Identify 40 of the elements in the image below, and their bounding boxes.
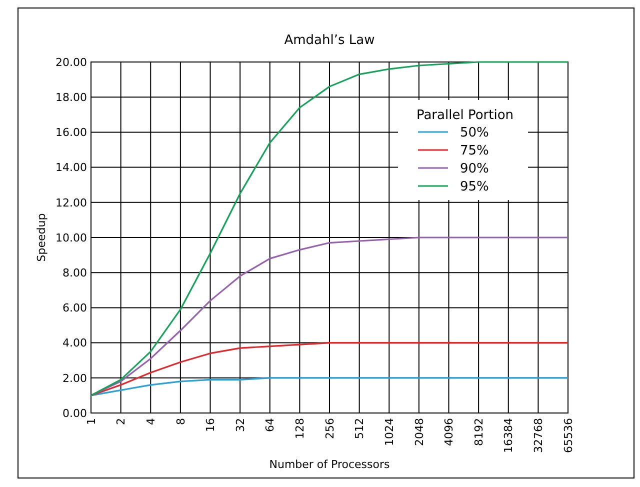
line-series xyxy=(90,377,569,396)
y-axis-title: Speedup xyxy=(35,213,48,262)
y-tick-label: 4.00 xyxy=(62,336,87,350)
x-tick-label: 256 xyxy=(323,418,336,439)
legend-label: 50% xyxy=(460,126,489,141)
x-tick-label: 16 xyxy=(204,418,218,432)
legend-title: Parallel Portion xyxy=(416,108,514,123)
x-tick-label: 1 xyxy=(84,418,98,425)
x-tick-label: 1024 xyxy=(382,418,396,446)
line-series xyxy=(90,342,569,396)
x-tick-label: 64 xyxy=(264,418,277,432)
x-tick-label: 4 xyxy=(144,418,158,425)
line-series xyxy=(90,236,569,396)
y-tick-label: 10.00 xyxy=(56,231,87,244)
x-tick-label: 8 xyxy=(174,418,188,425)
y-tick-label: 6.00 xyxy=(62,302,87,315)
y-tick-label: 8.00 xyxy=(62,266,87,280)
x-tick-label: 4096 xyxy=(442,418,456,446)
line-series xyxy=(90,61,569,396)
chart-title: Amdahl’s Law xyxy=(284,33,376,48)
x-tick-label: 8192 xyxy=(472,418,486,446)
y-tick-label: 18.00 xyxy=(56,90,87,104)
x-tick-label: 16384 xyxy=(502,418,516,453)
x-axis-title: Number of Processors xyxy=(269,458,390,471)
x-tick-label: 512 xyxy=(353,418,366,439)
y-tick-label: 14.00 xyxy=(56,161,87,174)
x-tick-label: 2 xyxy=(114,418,128,425)
y-tick-label: 12.00 xyxy=(56,196,87,210)
y-tick-label: 0.00 xyxy=(62,406,87,420)
x-tick-label: 32 xyxy=(234,418,247,432)
x-tick-label: 32768 xyxy=(532,418,546,453)
legend-label: 95% xyxy=(460,180,489,195)
x-tick-label: 65536 xyxy=(562,418,575,453)
legend-label: 75% xyxy=(460,144,489,159)
x-tick-label: 2048 xyxy=(412,418,426,446)
y-tick-label: 16.00 xyxy=(56,126,87,140)
legend-label: 90% xyxy=(460,162,489,177)
x-tick-label: 128 xyxy=(294,418,307,439)
y-tick-label: 20.00 xyxy=(56,56,87,69)
y-tick-label: 2.00 xyxy=(62,372,87,385)
